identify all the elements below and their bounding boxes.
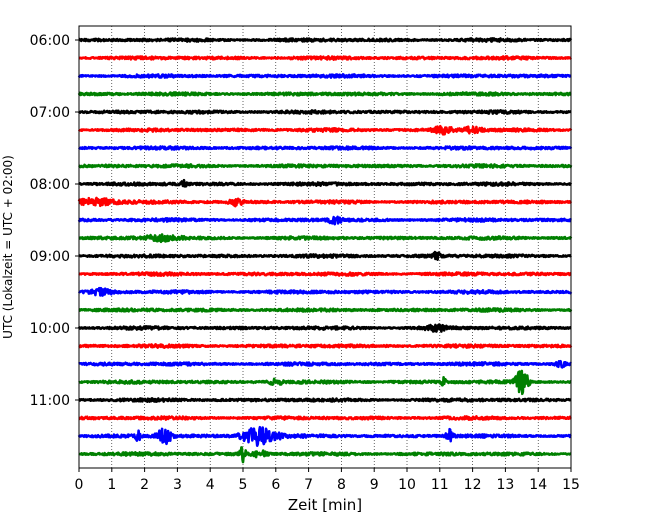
seismic-trace (78, 109, 572, 115)
x-tick-label: 6 (271, 477, 280, 493)
plot-frame (78, 25, 572, 469)
seismic-trace (77, 196, 573, 208)
x-tick-label: 0 (75, 477, 84, 493)
seismic-trace (78, 359, 572, 369)
x-tick-label: 5 (239, 477, 248, 493)
y-tick-label: 08:00 (30, 177, 70, 193)
y-tick-label: 11:00 (30, 393, 70, 409)
y-tick-label: 07:00 (30, 105, 70, 121)
y-tick-label: 06:00 (30, 33, 70, 49)
y-axis-label: UTC (Lokalzeit = UTC + 02:00) (1, 155, 15, 339)
seismic-trace (78, 415, 572, 421)
x-tick-label: 14 (529, 477, 547, 493)
seismic-trace (77, 145, 573, 151)
y-tick-label: 10:00 (30, 321, 70, 337)
seismic-trace (78, 233, 573, 244)
seismic-trace (78, 178, 573, 188)
x-tick-label: 4 (206, 477, 215, 493)
trace-lines (77, 37, 573, 464)
seismic-trace (78, 163, 573, 169)
seismic-trace (78, 343, 573, 349)
seismic-trace (77, 425, 572, 447)
seismic-trace (78, 250, 572, 261)
seismic-trace (78, 446, 572, 464)
seismic-trace (78, 307, 573, 313)
x-tick-label: 11 (431, 477, 449, 493)
x-tick-label: 10 (398, 477, 416, 493)
seismic-trace (78, 397, 572, 403)
x-tick-label: 13 (496, 477, 514, 493)
x-tick-label: 7 (304, 477, 313, 493)
seismic-trace (77, 91, 572, 97)
seismic-trace (78, 271, 572, 277)
seismic-trace (77, 286, 573, 297)
x-tick-label: 8 (337, 477, 346, 493)
x-tick-label: 1 (107, 477, 116, 493)
x-tick-label: 3 (173, 477, 182, 493)
y-axis-ticks: 06:00 07:00 08:00 09:00 10:00 11:00 (30, 33, 79, 409)
seismic-trace (77, 73, 572, 79)
x-tick-label: 9 (370, 477, 379, 493)
seismic-trace (77, 323, 572, 333)
x-axis-label: Zeit [min] (288, 496, 362, 514)
seismic-trace (78, 55, 572, 61)
x-tick-label: 2 (140, 477, 149, 493)
seismic-trace (77, 215, 572, 226)
seismic-trace (78, 37, 573, 43)
y-tick-label: 09:00 (30, 249, 70, 265)
x-axis-ticks: 0 1 2 3 4 5 6 7 8 9 10 11 12 13 14 15 (75, 468, 580, 493)
seismic-trace (78, 369, 572, 396)
x-tick-label: 12 (464, 477, 482, 493)
seismic-trace (77, 124, 573, 136)
x-tick-label: 15 (562, 477, 580, 493)
